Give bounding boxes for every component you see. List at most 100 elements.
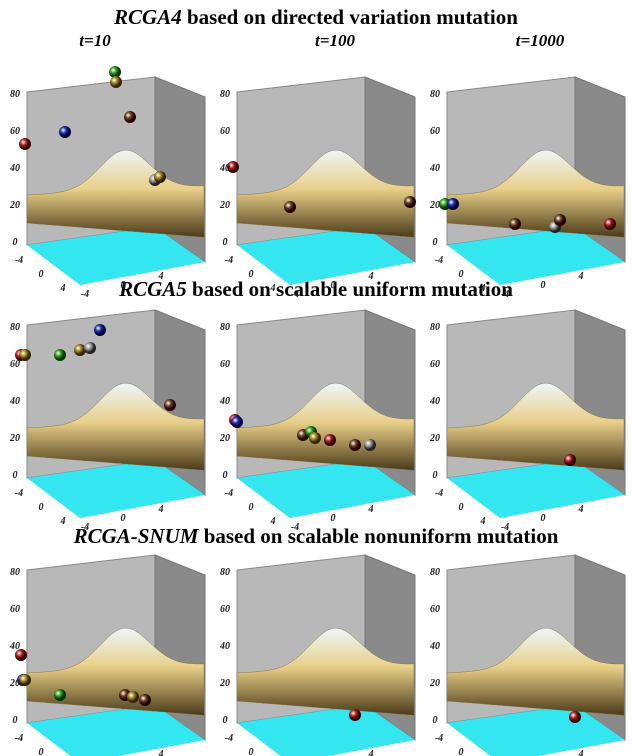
y-tick-label: -4: [435, 488, 443, 499]
y-tick-label: 0: [249, 747, 254, 756]
column-label: t=100: [315, 31, 355, 50]
algorithm-name: RCGA5: [118, 277, 187, 301]
column-label: t=10: [79, 31, 111, 50]
individual: [19, 674, 31, 686]
y-tick-label: 4: [270, 516, 276, 527]
individual: [569, 711, 581, 723]
individual: [19, 138, 31, 150]
z-tick-label: 80: [220, 89, 230, 100]
x-tick-label: 4: [368, 749, 374, 756]
z-tick-label: 0: [13, 237, 18, 248]
z-tick-label: 20: [219, 200, 230, 211]
z-tick-label: 20: [429, 433, 440, 444]
individual: [127, 691, 139, 703]
x-tick-label: -4: [501, 289, 509, 300]
z-tick-label: 0: [223, 715, 228, 726]
x-tick-label: 4: [158, 749, 164, 756]
row-description: based on directed variation mutation: [182, 5, 519, 29]
x-tick-label: -4: [291, 289, 299, 300]
z-tick-label: 40: [429, 641, 440, 652]
y-tick-label: 0: [249, 502, 254, 513]
z-tick-label: 80: [220, 322, 230, 333]
z-tick-label: 0: [13, 470, 18, 481]
row-title: RCGA-SNUM based on scalable nonuniform m…: [73, 524, 559, 548]
y-tick-label: 0: [39, 747, 44, 756]
x-tick-label: 4: [158, 271, 164, 282]
y-tick-label: 4: [480, 516, 486, 527]
z-tick-label: 60: [220, 604, 230, 615]
x-tick-label: -4: [291, 522, 299, 533]
surface-plot: 806040200-404-404: [9, 555, 205, 756]
y-tick-label: 4: [270, 283, 276, 294]
z-tick-label: 80: [430, 89, 440, 100]
z-tick-label: 0: [223, 237, 228, 248]
z-tick-label: 40: [9, 163, 20, 174]
z-tick-label: 60: [10, 604, 20, 615]
row-title: RCGA5 based on scalable uniform mutation: [118, 277, 513, 301]
z-tick-label: 20: [9, 433, 20, 444]
row-title: RCGA4 based on directed variation mutati…: [113, 5, 518, 29]
z-tick-label: 60: [430, 359, 440, 370]
individual: [404, 196, 416, 208]
z-tick-label: 20: [429, 200, 440, 211]
y-tick-label: -4: [225, 733, 233, 744]
z-tick-label: 0: [433, 237, 438, 248]
individual: [54, 349, 66, 361]
x-tick-label: 4: [578, 271, 584, 282]
individual: [309, 432, 321, 444]
column-label: t=1000: [516, 31, 565, 50]
y-tick-label: -4: [15, 733, 23, 744]
y-tick-label: 0: [249, 269, 254, 280]
individual: [139, 694, 151, 706]
x-tick-label: 0: [121, 513, 126, 524]
surface-plot: 806040200-404-404: [429, 310, 625, 533]
z-tick-label: 60: [10, 359, 20, 370]
z-tick-label: 40: [219, 163, 230, 174]
z-tick-label: 20: [219, 678, 230, 689]
z-tick-label: 80: [220, 567, 230, 578]
individual: [604, 218, 616, 230]
x-tick-label: -4: [501, 522, 509, 533]
individual: [59, 126, 71, 138]
individual: [110, 76, 122, 88]
z-tick-label: 20: [9, 678, 20, 689]
z-tick-label: 20: [429, 678, 440, 689]
individual: [324, 434, 336, 446]
individual: [564, 454, 576, 466]
x-tick-label: 4: [368, 271, 374, 282]
individual: [364, 439, 376, 451]
y-tick-label: -4: [15, 488, 23, 499]
y-tick-label: 4: [60, 516, 66, 527]
y-tick-label: -4: [435, 733, 443, 744]
surface-plot: 806040200-404-404: [9, 310, 205, 533]
z-tick-label: 80: [430, 322, 440, 333]
y-tick-label: 4: [480, 283, 486, 294]
y-tick-label: 0: [459, 502, 464, 513]
y-tick-label: 0: [459, 269, 464, 280]
z-tick-label: 0: [13, 715, 18, 726]
z-tick-label: 80: [10, 567, 20, 578]
individual: [154, 171, 166, 183]
individual: [231, 416, 243, 428]
x-tick-label: 0: [121, 280, 126, 291]
z-tick-label: 40: [219, 641, 230, 652]
z-tick-label: 60: [220, 359, 230, 370]
z-tick-label: 80: [430, 567, 440, 578]
figure: RCGA4 based on directed variation mutati…: [0, 0, 632, 756]
x-tick-label: -4: [81, 522, 89, 533]
individual: [19, 349, 31, 361]
z-tick-label: 80: [10, 89, 20, 100]
z-tick-label: 40: [9, 396, 20, 407]
individual: [54, 689, 66, 701]
z-tick-label: 60: [430, 126, 440, 137]
individual: [84, 342, 96, 354]
individual: [509, 218, 521, 230]
surface-plot: 806040200-404-404: [429, 77, 625, 300]
y-tick-label: 0: [39, 269, 44, 280]
algorithm-name: RCGA4: [113, 5, 182, 29]
x-tick-label: 0: [541, 513, 546, 524]
z-tick-label: 20: [219, 433, 230, 444]
